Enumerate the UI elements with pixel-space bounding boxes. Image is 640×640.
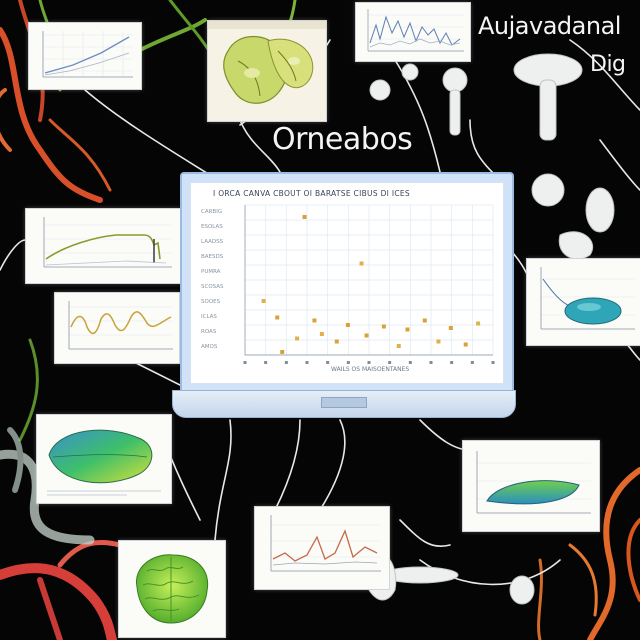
scatter-point [396, 344, 401, 348]
monitor-screen: I ORCA CANVA CBOUT OI BARATSE CIBUS DI I… [190, 182, 504, 384]
scatter-plot [243, 204, 495, 364]
red-plant-bottom-left [0, 539, 123, 640]
x-tick-mark [284, 361, 288, 364]
scatter-point [405, 327, 410, 332]
scatter-point [334, 339, 339, 344]
plateau-line-chart [43, 217, 172, 268]
x-tick-mark [470, 361, 474, 364]
scatter-point [275, 315, 280, 320]
x-tick-mark [243, 361, 247, 364]
leaf-3d-model [47, 429, 161, 496]
ellipsoid-3d-model [540, 267, 635, 330]
y-tick-label: ROAS [201, 329, 217, 335]
thumbnail-brain-model [118, 540, 226, 638]
thumbnail-leaf-3d [36, 414, 172, 504]
leaf-side-model [476, 451, 591, 514]
scatter-point [359, 261, 364, 266]
scatter-point [364, 333, 369, 338]
x-tick-mark [367, 361, 371, 364]
scatter-point [436, 339, 441, 344]
thumbnail-rising-line [28, 22, 142, 90]
chart-grid [244, 204, 494, 356]
y-tick-label: LAADSS [201, 239, 224, 245]
scatter-point [448, 326, 453, 330]
thumbnail-spike-line [254, 506, 390, 590]
thumbnail-dense-line-chart [355, 2, 471, 62]
y-tick-label: AMOS [201, 344, 218, 350]
thumbnail-leaf-side [462, 440, 600, 532]
wave-line-chart [68, 301, 173, 350]
scatter-point [319, 332, 324, 336]
chart-x-axis-label: WAILS OS MAISOENTANES [331, 366, 410, 373]
x-tick-mark [388, 361, 392, 364]
scatter-point [295, 336, 300, 341]
x-tick-mark [429, 361, 433, 364]
x-tick-mark [346, 361, 350, 364]
scatter-point [280, 350, 285, 354]
thumbnail-botanical-scan [207, 20, 327, 122]
x-tick-mark [326, 361, 330, 364]
y-tick-label: SCOSAS [201, 284, 224, 290]
y-tick-label: SOOES [201, 299, 221, 305]
spike-line-chart [270, 515, 381, 572]
y-tick-label: ICLAS [201, 314, 217, 320]
x-tick-mark [264, 361, 268, 364]
scatter-point [476, 321, 481, 326]
dense-line-chart [367, 9, 464, 52]
chart-axes [244, 205, 493, 356]
main-heading: Orneabos [272, 122, 413, 157]
top-right-heading-line2: Dig [590, 52, 626, 77]
x-tick-mark [408, 361, 412, 364]
y-tick-label: BAESDS [201, 254, 224, 260]
thumbnail-ellipsoid-3d [526, 258, 640, 346]
botanical-image [208, 21, 326, 104]
y-tick-label: ESOLAS [201, 224, 223, 230]
x-tick-mark [450, 361, 454, 364]
pale-plant-left [0, 427, 95, 545]
scatter-point [463, 342, 468, 347]
monitor-frame: I ORCA CANVA CBOUT OI BARATSE CIBUS DI I… [180, 172, 514, 394]
rising-line-chart [42, 31, 133, 78]
monitor-stand [172, 390, 516, 418]
scatter-point [381, 324, 386, 329]
thumbnail-wave-line [54, 292, 180, 364]
scatter-point [422, 318, 427, 323]
chart-title: I ORCA CANVA CBOUT OI BARATSE CIBUS DI I… [213, 189, 410, 198]
top-right-heading-line1: Aujavadanal [478, 12, 621, 40]
y-tick-label: PUMRA [201, 269, 221, 275]
y-tick-label: CARBIG [201, 209, 223, 215]
x-tick-mark [491, 361, 495, 364]
x-tick-mark [305, 361, 309, 364]
scatter-point [345, 323, 350, 327]
monitor-stand-slot [321, 397, 367, 408]
red-vine-left [0, 0, 112, 203]
scatter-point [302, 215, 307, 219]
orange-plant-bottom-right [537, 467, 640, 640]
scatter-point [261, 299, 266, 303]
thumbnail-plateau-line [25, 208, 181, 284]
brain-3d-model [136, 554, 209, 624]
white-mushroom-sculptures [359, 53, 615, 605]
scatter-point [312, 318, 317, 323]
